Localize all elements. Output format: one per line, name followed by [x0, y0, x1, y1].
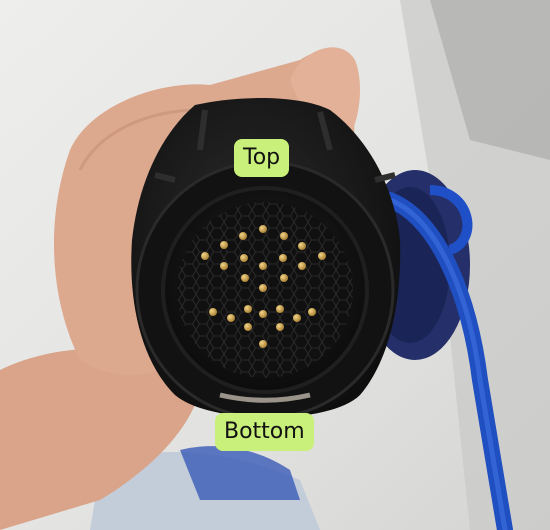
contact-pin	[209, 308, 217, 316]
rim-highlight	[219, 392, 311, 403]
contact-pin	[240, 254, 248, 262]
label-top: Top	[234, 139, 290, 177]
contact-pin	[259, 310, 267, 318]
contact-pin	[244, 305, 252, 313]
contact-pin	[201, 252, 209, 260]
contact-pin	[318, 252, 326, 260]
contact-pin	[241, 274, 249, 282]
contact-pin	[293, 314, 301, 322]
contact-pin	[276, 305, 284, 313]
blue-cable-highlight	[387, 197, 508, 530]
grip-rib-3	[154, 172, 176, 183]
contact-pin	[298, 242, 306, 250]
contact-pin	[239, 232, 247, 240]
background-wall	[400, 0, 550, 530]
grip-rib-4	[374, 172, 396, 183]
contact-pin	[280, 274, 288, 282]
device-bottom-blue	[180, 446, 300, 500]
knuckle-crease	[78, 108, 201, 171]
contact-pin	[259, 262, 267, 270]
arm	[0, 348, 200, 530]
contact-pin	[279, 254, 287, 262]
contact-pin	[227, 314, 235, 322]
contact-pin	[259, 225, 267, 233]
contact-pin	[280, 232, 288, 240]
blue-cable-ring	[429, 185, 473, 255]
contact-pin	[259, 284, 267, 292]
contact-pin	[276, 323, 284, 331]
label-bottom: Bottom	[215, 413, 314, 451]
contact-pins	[201, 225, 326, 348]
background-shadow	[430, 0, 550, 160]
grip-rib-1	[197, 109, 208, 151]
contact-pin	[308, 308, 316, 316]
contact-pin	[244, 323, 252, 331]
contact-pin	[259, 340, 267, 348]
contact-pin	[220, 241, 228, 249]
contact-pin	[220, 262, 228, 270]
grip-rib-2	[317, 111, 333, 151]
contact-pin	[298, 262, 306, 270]
